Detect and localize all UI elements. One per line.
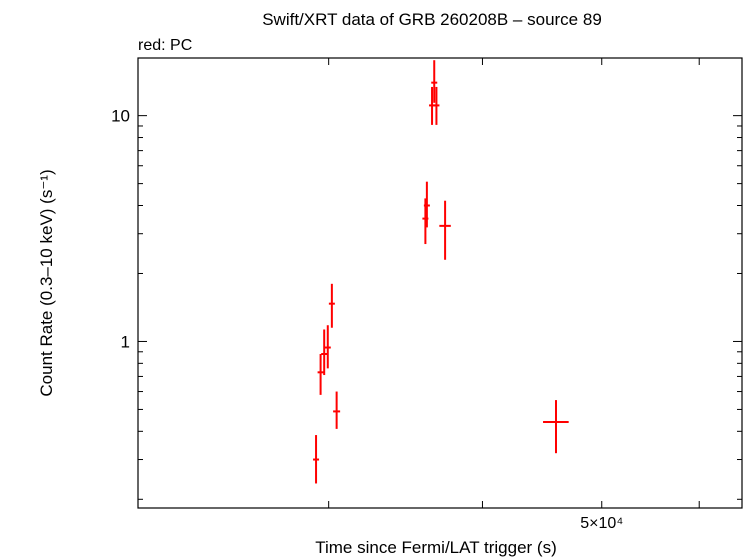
data-point xyxy=(317,353,324,395)
data-point xyxy=(423,181,430,228)
y-tick-labels: 1 10 xyxy=(111,107,130,352)
plot-frame xyxy=(137,57,743,509)
y-tick-label: 10 xyxy=(111,107,130,126)
y-tick-label: 1 xyxy=(121,332,130,351)
data-point xyxy=(328,283,335,328)
x-axis-ticks xyxy=(328,58,700,508)
data-point xyxy=(321,329,328,376)
data-point xyxy=(543,400,569,454)
x-tick-labels: 5×10⁴ xyxy=(580,515,623,532)
x-axis-label: Time since Fermi/LAT trigger (s) xyxy=(315,538,557,557)
chart-title: Swift/XRT data of GRB 260208B – source 8… xyxy=(262,10,602,29)
data-point xyxy=(333,391,341,429)
data-point xyxy=(431,60,438,103)
data-points xyxy=(313,60,569,484)
data-point xyxy=(313,435,320,484)
y-axis-label: Count Rate (0.3–10 keV) (s⁻¹) xyxy=(37,169,56,396)
y-axis-ticks xyxy=(138,115,742,500)
chart-subtitle: red: PC xyxy=(138,37,192,54)
data-point xyxy=(324,325,331,369)
data-point xyxy=(439,200,451,260)
data-point xyxy=(433,86,440,125)
x-tick-label: 5×10⁴ xyxy=(580,515,623,532)
